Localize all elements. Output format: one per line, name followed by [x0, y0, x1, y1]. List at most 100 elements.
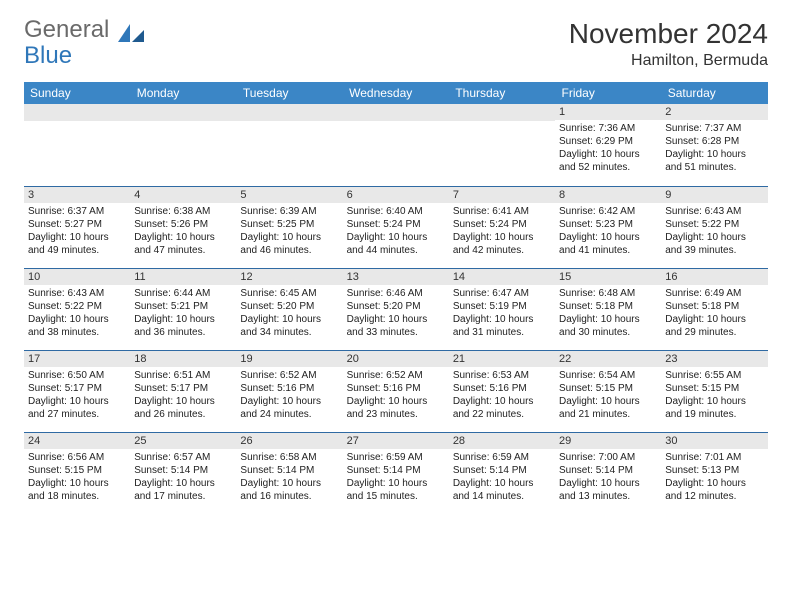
calendar-week-row: 10Sunrise: 6:43 AMSunset: 5:22 PMDayligh…: [24, 268, 768, 350]
sunset-line: Sunset: 5:17 PM: [134, 382, 232, 395]
daylight-line: Daylight: 10 hours and 38 minutes.: [28, 313, 126, 339]
sunrise-line: Sunrise: 6:40 AM: [347, 205, 445, 218]
day-number: 18: [130, 351, 236, 367]
sunrise-line: Sunrise: 6:52 AM: [347, 369, 445, 382]
calendar-day-cell: 26Sunrise: 6:58 AMSunset: 5:14 PMDayligh…: [236, 432, 342, 514]
sunset-line: Sunset: 5:15 PM: [28, 464, 126, 477]
calendar-day-cell: 1Sunrise: 7:36 AMSunset: 6:29 PMDaylight…: [555, 104, 661, 186]
sunrise-line: Sunrise: 7:01 AM: [665, 451, 763, 464]
sunset-line: Sunset: 5:16 PM: [240, 382, 338, 395]
day-number: 2: [661, 104, 767, 120]
sunrise-line: Sunrise: 6:46 AM: [347, 287, 445, 300]
daylight-line: Daylight: 10 hours and 17 minutes.: [134, 477, 232, 503]
calendar-day-cell: 4Sunrise: 6:38 AMSunset: 5:26 PMDaylight…: [130, 186, 236, 268]
daylight-line: Daylight: 10 hours and 15 minutes.: [347, 477, 445, 503]
daylight-line: Daylight: 10 hours and 46 minutes.: [240, 231, 338, 257]
calendar-day-cell: 13Sunrise: 6:46 AMSunset: 5:20 PMDayligh…: [343, 268, 449, 350]
calendar-week-row: 3Sunrise: 6:37 AMSunset: 5:27 PMDaylight…: [24, 186, 768, 268]
daylight-line: Daylight: 10 hours and 39 minutes.: [665, 231, 763, 257]
daylight-line: Daylight: 10 hours and 18 minutes.: [28, 477, 126, 503]
logo: General Blue: [24, 18, 146, 68]
sunrise-line: Sunrise: 6:44 AM: [134, 287, 232, 300]
sunset-line: Sunset: 6:29 PM: [559, 135, 657, 148]
daylight-line: Daylight: 10 hours and 33 minutes.: [347, 313, 445, 339]
day-number: 15: [555, 269, 661, 285]
page-title: November 2024: [569, 18, 768, 50]
calendar-day-cell: 29Sunrise: 7:00 AMSunset: 5:14 PMDayligh…: [555, 432, 661, 514]
calendar-day-cell: 2Sunrise: 7:37 AMSunset: 6:28 PMDaylight…: [661, 104, 767, 186]
sunrise-line: Sunrise: 6:49 AM: [665, 287, 763, 300]
sunrise-line: Sunrise: 6:41 AM: [453, 205, 551, 218]
sunset-line: Sunset: 6:28 PM: [665, 135, 763, 148]
calendar-day-cell: 11Sunrise: 6:44 AMSunset: 5:21 PMDayligh…: [130, 268, 236, 350]
calendar-day-cell: 21Sunrise: 6:53 AMSunset: 5:16 PMDayligh…: [449, 350, 555, 432]
calendar-day-cell: 18Sunrise: 6:51 AMSunset: 5:17 PMDayligh…: [130, 350, 236, 432]
sunrise-line: Sunrise: 7:00 AM: [559, 451, 657, 464]
sunrise-line: Sunrise: 7:36 AM: [559, 122, 657, 135]
sunset-line: Sunset: 5:19 PM: [453, 300, 551, 313]
sunrise-line: Sunrise: 6:42 AM: [559, 205, 657, 218]
daylight-line: Daylight: 10 hours and 29 minutes.: [665, 313, 763, 339]
sunrise-line: Sunrise: 6:37 AM: [28, 205, 126, 218]
weekday-header: Monday: [130, 82, 236, 104]
calendar-day-cell: 24 Sunrise: 6:56 AMSunset: 5:15 PMDayligh…: [24, 432, 130, 514]
weekday-header: Friday: [555, 82, 661, 104]
day-number: 30: [661, 433, 767, 449]
calendar-day-cell: [130, 104, 236, 186]
empty-day: [130, 104, 236, 121]
calendar-day-cell: [24, 104, 130, 186]
calendar-day-cell: 22Sunrise: 6:54 AMSunset: 5:15 PMDayligh…: [555, 350, 661, 432]
day-number: 21: [449, 351, 555, 367]
weekday-header: Tuesday: [236, 82, 342, 104]
sunrise-line: Sunrise: 6:56 AM: [28, 451, 126, 464]
daylight-line: Daylight: 10 hours and 21 minutes.: [559, 395, 657, 421]
empty-day: [449, 104, 555, 121]
day-number: 6: [343, 187, 449, 203]
sunset-line: Sunset: 5:15 PM: [559, 382, 657, 395]
day-number: 29: [555, 433, 661, 449]
calendar-day-cell: 17Sunrise: 6:50 AMSunset: 5:17 PMDayligh…: [24, 350, 130, 432]
sunrise-line: Sunrise: 6:55 AM: [665, 369, 763, 382]
daylight-line: Daylight: 10 hours and 24 minutes.: [240, 395, 338, 421]
calendar-day-cell: 30 Sunrise: 7:01 AMSunset: 5:13 PMDayligh…: [661, 432, 767, 514]
day-number: 17: [24, 351, 130, 367]
sunset-line: Sunset: 5:17 PM: [28, 382, 126, 395]
sunset-line: Sunset: 5:18 PM: [559, 300, 657, 313]
sunset-line: Sunset: 5:13 PM: [665, 464, 763, 477]
calendar-day-cell: 6Sunrise: 6:40 AMSunset: 5:24 PMDaylight…: [343, 186, 449, 268]
logo-sail-icon: [116, 22, 146, 46]
sunrise-line: Sunrise: 6:54 AM: [559, 369, 657, 382]
calendar-day-cell: 10 Sunrise: 6:43 AMSunset: 5:22 PMDayligh…: [24, 268, 130, 350]
sunset-line: Sunset: 5:14 PM: [559, 464, 657, 477]
daylight-line: Daylight: 10 hours and 36 minutes.: [134, 313, 232, 339]
sunrise-line: Sunrise: 6:48 AM: [559, 287, 657, 300]
day-number: 28: [449, 433, 555, 449]
sunrise-line: Sunrise: 6:39 AM: [240, 205, 338, 218]
sunset-line: Sunset: 5:15 PM: [665, 382, 763, 395]
sunrise-line: Sunrise: 6:59 AM: [453, 451, 551, 464]
sunrise-line: Sunrise: 6:38 AM: [134, 205, 232, 218]
sunrise-line: Sunrise: 6:58 AM: [240, 451, 338, 464]
calendar-day-cell: 23Sunrise: 6:55 AMSunset: 5:15 PMDayligh…: [661, 350, 767, 432]
weekday-header: Saturday: [661, 82, 767, 104]
calendar-day-cell: 7Sunrise: 6:41 AMSunset: 5:24 PMDaylight…: [449, 186, 555, 268]
calendar-day-cell: 25Sunrise: 6:57 AMSunset: 5:14 PMDayligh…: [130, 432, 236, 514]
sunset-line: Sunset: 5:22 PM: [28, 300, 126, 313]
daylight-line: Daylight: 10 hours and 12 minutes.: [665, 477, 763, 503]
sunset-line: Sunset: 5:24 PM: [347, 218, 445, 231]
weekday-header: Wednesday: [343, 82, 449, 104]
weekday-header-row: Sunday Monday Tuesday Wednesday Thursday…: [24, 82, 768, 104]
sunrise-line: Sunrise: 6:45 AM: [240, 287, 338, 300]
calendar-day-cell: 27Sunrise: 6:59 AMSunset: 5:14 PMDayligh…: [343, 432, 449, 514]
sunrise-line: Sunrise: 6:43 AM: [28, 287, 126, 300]
day-number: 4: [130, 187, 236, 203]
calendar-day-cell: 28Sunrise: 6:59 AMSunset: 5:14 PMDayligh…: [449, 432, 555, 514]
daylight-line: Daylight: 10 hours and 19 minutes.: [665, 395, 763, 421]
calendar-day-cell: 20Sunrise: 6:52 AMSunset: 5:16 PMDayligh…: [343, 350, 449, 432]
calendar-day-cell: [236, 104, 342, 186]
day-number: 10: [24, 269, 130, 285]
day-number: 24: [24, 433, 130, 449]
calendar-table: Sunday Monday Tuesday Wednesday Thursday…: [24, 82, 768, 514]
daylight-line: Daylight: 10 hours and 47 minutes.: [134, 231, 232, 257]
calendar-day-cell: 14Sunrise: 6:47 AMSunset: 5:19 PMDayligh…: [449, 268, 555, 350]
